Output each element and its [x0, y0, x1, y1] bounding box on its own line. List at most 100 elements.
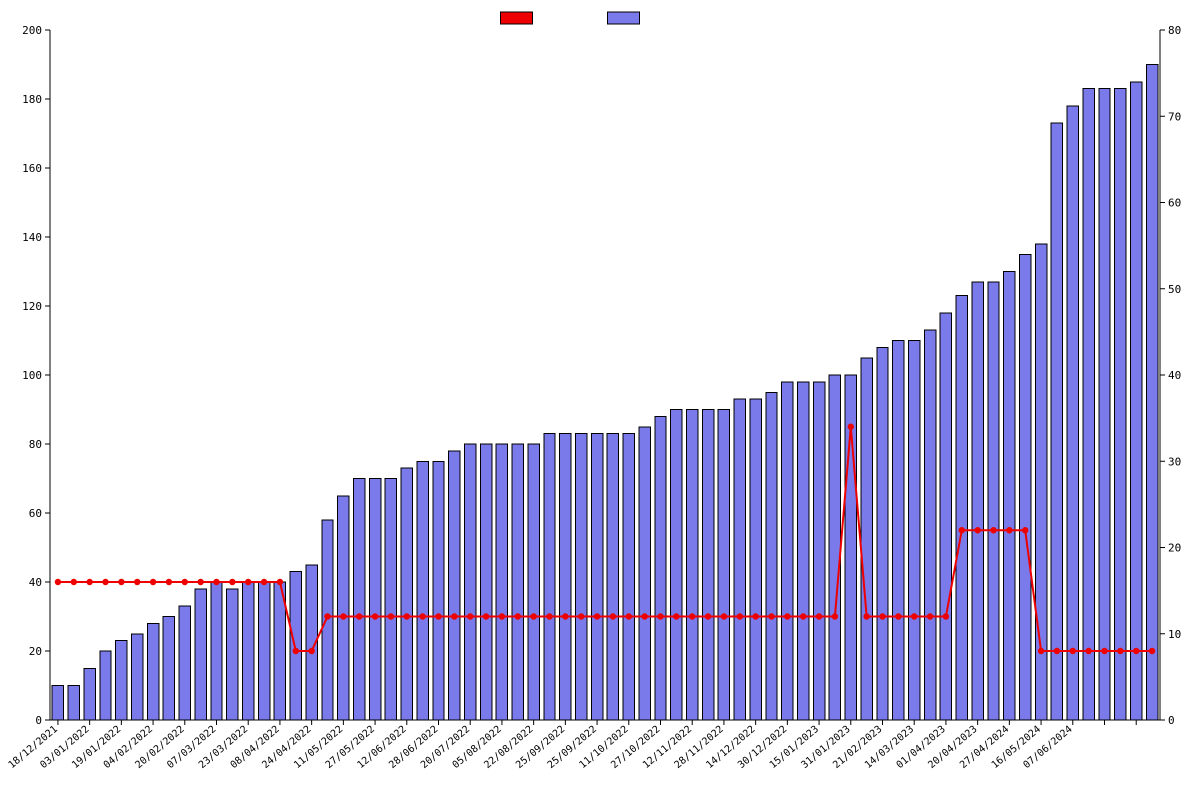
bar: [544, 434, 555, 720]
line-marker: [356, 613, 362, 619]
bar: [909, 341, 920, 721]
bar: [766, 392, 777, 720]
bar: [68, 686, 79, 721]
y-right-label: 80: [1168, 24, 1181, 37]
bar: [940, 313, 951, 720]
bar: [433, 461, 444, 720]
line-marker: [340, 613, 346, 619]
bar: [354, 479, 365, 721]
bar: [480, 444, 491, 720]
bar: [924, 330, 935, 720]
line-marker: [800, 613, 806, 619]
line-marker: [1117, 648, 1123, 654]
bar: [893, 341, 904, 721]
line-marker: [71, 579, 77, 585]
bar: [560, 434, 571, 720]
bar: [84, 668, 95, 720]
line-marker: [911, 613, 917, 619]
bar: [1115, 89, 1126, 720]
line-marker: [308, 648, 314, 654]
bar: [1004, 272, 1015, 721]
bar: [1051, 123, 1062, 720]
bar: [655, 416, 666, 720]
line-marker: [959, 527, 965, 533]
bar: [243, 582, 254, 720]
bar: [528, 444, 539, 720]
line-marker: [1054, 648, 1060, 654]
bar: [1099, 89, 1110, 720]
line-marker: [261, 579, 267, 585]
y-right-label: 60: [1168, 197, 1181, 210]
y-left-label: 100: [22, 369, 42, 382]
y-left-label: 80: [29, 438, 42, 451]
line-marker: [213, 579, 219, 585]
bar: [163, 617, 174, 721]
line-marker: [673, 613, 679, 619]
line-marker: [927, 613, 933, 619]
line-marker: [530, 613, 536, 619]
line-marker: [1133, 648, 1139, 654]
bar: [956, 296, 967, 720]
bar: [734, 399, 745, 720]
legend-swatch: [608, 12, 640, 24]
line-marker: [1006, 527, 1012, 533]
line-marker: [657, 613, 663, 619]
line-marker: [419, 613, 425, 619]
bar: [1020, 254, 1031, 720]
y-left-label: 200: [22, 24, 42, 37]
bar: [512, 444, 523, 720]
line-marker: [752, 613, 758, 619]
line-marker: [499, 613, 505, 619]
line-marker: [451, 613, 457, 619]
bar: [988, 282, 999, 720]
bar: [179, 606, 190, 720]
line-marker: [55, 579, 61, 585]
line-marker: [515, 613, 521, 619]
line-marker: [784, 613, 790, 619]
bar: [671, 410, 682, 721]
bar: [449, 451, 460, 720]
line-marker: [388, 613, 394, 619]
bar: [829, 375, 840, 720]
y-left-label: 160: [22, 162, 42, 175]
bar: [100, 651, 111, 720]
line-marker: [879, 613, 885, 619]
bar: [227, 589, 238, 720]
bar: [591, 434, 602, 720]
line-marker: [546, 613, 552, 619]
bar: [496, 444, 507, 720]
line-marker: [277, 579, 283, 585]
bar: [369, 479, 380, 721]
line-marker: [705, 613, 711, 619]
bar: [195, 589, 206, 720]
line-marker: [245, 579, 251, 585]
line-marker: [483, 613, 489, 619]
line-marker: [197, 579, 203, 585]
line-marker: [863, 613, 869, 619]
line-marker: [118, 579, 124, 585]
y-left-label: 180: [22, 93, 42, 106]
line-marker: [1022, 527, 1028, 533]
bar: [1131, 82, 1142, 720]
bar: [782, 382, 793, 720]
combo-chart: 0204060801001201401601802000102030405060…: [0, 0, 1200, 800]
line-marker: [737, 613, 743, 619]
line-marker: [372, 613, 378, 619]
bar: [1146, 65, 1157, 721]
bar: [147, 623, 158, 720]
line-marker: [768, 613, 774, 619]
y-left-label: 60: [29, 507, 42, 520]
line-marker: [1085, 648, 1091, 654]
line-marker: [848, 424, 854, 430]
y-right-label: 30: [1168, 455, 1181, 468]
legend-swatch: [501, 12, 533, 24]
line-marker: [86, 579, 92, 585]
line-marker: [832, 613, 838, 619]
line-marker: [435, 613, 441, 619]
y-right-label: 40: [1168, 369, 1181, 382]
bar: [465, 444, 476, 720]
bar: [607, 434, 618, 720]
bar: [116, 641, 127, 720]
line-marker: [1149, 648, 1155, 654]
line-marker: [578, 613, 584, 619]
